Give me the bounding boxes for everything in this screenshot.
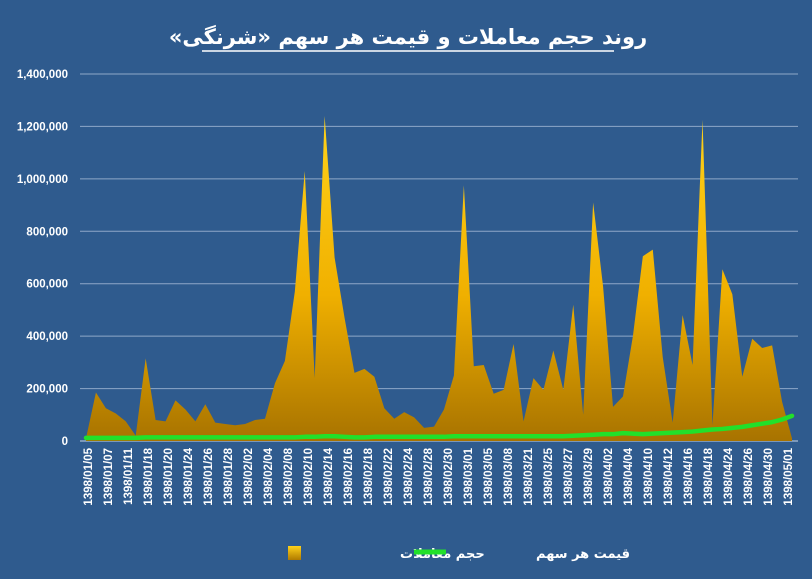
x-axis-ticks: 1398/01/05 1398/01/07 1398/01/11 1398/01/18… — [83, 447, 795, 505]
x-tick-label: 1398/03/01 — [463, 447, 475, 505]
x-tick-label: 1398/04/30 — [763, 448, 775, 506]
y-tick-label: 1,000,000 — [17, 174, 68, 186]
title-group: روند حجم معاملات و قیمت هر سهم «شرنگی» — [169, 24, 647, 52]
x-tick-label: 1398/04/16 — [683, 448, 695, 506]
legend: حجم معاملاتقیمت هر سهم — [288, 546, 630, 562]
y-tick-label: 1,200,000 — [17, 121, 68, 133]
x-tick-label: 1398/02/08 — [283, 447, 295, 505]
x-tick-label: 1398/04/26 — [743, 448, 755, 506]
x-tick-label: 1398/04/18 — [703, 447, 715, 505]
x-tick-label: 1398/02/02 — [243, 448, 255, 506]
x-tick-label: 1398/03/25 — [543, 447, 555, 505]
legend-label-price: قیمت هر سهم — [536, 547, 630, 562]
x-tick-label: 1398/03/08 — [503, 447, 515, 505]
x-tick-label: 1398/01/24 — [183, 447, 195, 505]
x-tick-label: 1398/05/01 — [783, 447, 795, 505]
x-tick-label: 1398/01/11 — [123, 447, 135, 505]
x-tick-label: 1398/02/18 — [363, 447, 375, 505]
x-tick-label: 1398/04/10 — [643, 448, 655, 506]
series-area-volume — [86, 115, 792, 441]
y-tick-label: 800,000 — [26, 226, 68, 238]
y-tick-label: 400,000 — [26, 331, 68, 343]
y-tick-label: 600,000 — [26, 279, 68, 291]
x-tick-label: 1398/02/28 — [423, 447, 435, 505]
y-axis-ticks: 1,400,000 1,200,000 1,000,000 800,000 600,00… — [17, 69, 68, 448]
chart-title: روند حجم معاملات و قیمت هر سهم «شرنگی» — [169, 24, 647, 49]
x-tick-label: 1398/04/12 — [663, 448, 675, 506]
x-tick-label: 1398/01/26 — [203, 448, 215, 506]
x-tick-label: 1398/02/24 — [403, 447, 415, 505]
plot-area — [83, 115, 795, 441]
x-tick-label: 1398/01/07 — [103, 448, 115, 506]
x-tick-label: 1398/02/14 — [323, 447, 335, 505]
x-tick-label: 1398/04/04 — [623, 447, 635, 505]
x-tick-label: 1398/01/18 — [143, 447, 155, 505]
x-tick-label: 1398/02/30 — [443, 448, 455, 506]
series-line-price — [83, 413, 795, 441]
legend-swatch-volume — [288, 546, 301, 560]
y-tick-label: 1,400,000 — [17, 69, 68, 81]
x-tick-label: 1398/02/22 — [383, 448, 395, 506]
x-tick-label: 1398/01/05 — [83, 447, 95, 505]
x-tick-label: 1398/01/20 — [163, 448, 175, 506]
x-tick-label: 1398/02/04 — [263, 447, 275, 505]
x-tick-label: 1398/04/02 — [603, 448, 615, 506]
y-tick-label: 200,000 — [26, 384, 68, 396]
x-tick-label: 1398/03/21 — [523, 447, 535, 505]
y-tick-label: 0 — [62, 436, 68, 448]
x-tick-label: 1398/02/16 — [343, 448, 355, 506]
x-tick-label: 1398/03/27 — [563, 448, 575, 506]
x-tick-label: 1398/04/24 — [723, 447, 735, 505]
x-tick-label: 1398/01/28 — [223, 447, 235, 505]
x-tick-label: 1398/03/29 — [583, 448, 595, 506]
x-tick-label: 1398/02/10 — [303, 448, 315, 506]
x-tick-label: 1398/03/05 — [483, 447, 495, 505]
